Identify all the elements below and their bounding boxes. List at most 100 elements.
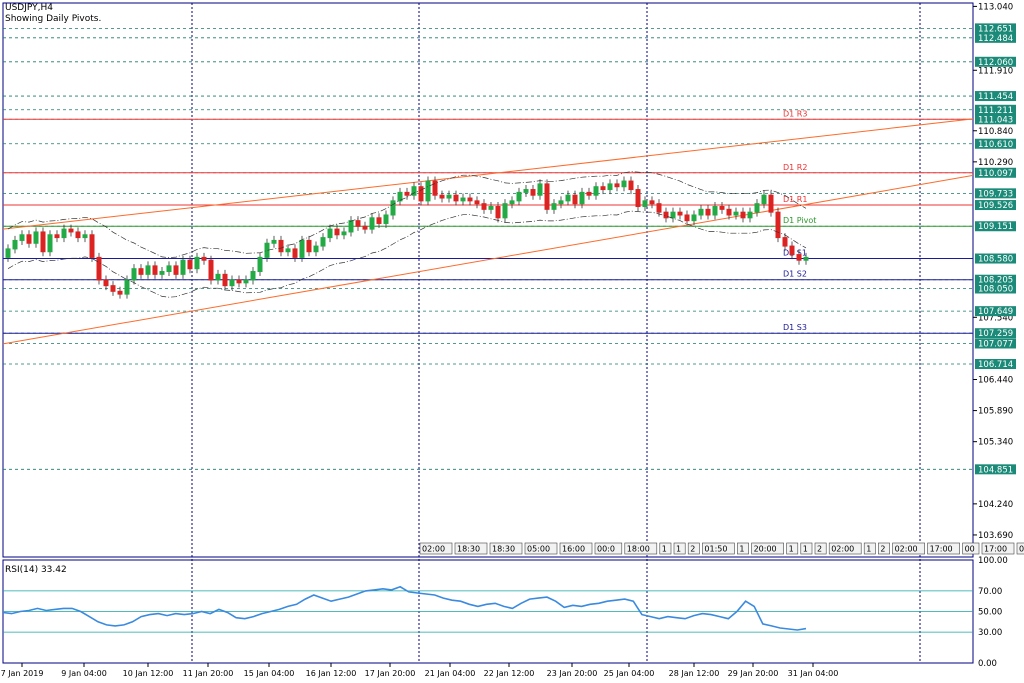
y-tick-label: 107.540	[978, 313, 1013, 323]
candle-body	[250, 271, 256, 281]
candle-body	[33, 231, 39, 244]
candle-body	[418, 186, 424, 202]
x-tick-label: 23 Jan 20:00	[547, 669, 598, 678]
price-tag-box	[975, 464, 1016, 475]
candle-body	[194, 256, 200, 270]
candle-body	[537, 183, 543, 196]
candle-body	[670, 211, 676, 219]
candle-body	[124, 279, 130, 295]
candle-body	[82, 234, 88, 239]
candle-body	[397, 191, 403, 202]
price-tag-label: 111.043	[978, 115, 1013, 125]
time-marker-label: 20:00	[754, 545, 777, 554]
x-tick-label: 15 Jan 04:00	[244, 669, 295, 678]
candle-body	[628, 180, 634, 191]
chart-header: USDJPY,H4 Showing Daily Pivots.	[5, 3, 101, 25]
time-marker-box	[454, 542, 488, 555]
time-marker-label: 2	[880, 545, 885, 554]
time-marker-label: 05:00	[527, 545, 550, 554]
price-tag-label: 112.060	[978, 58, 1013, 68]
time-marker-box	[878, 542, 890, 555]
candle-body	[26, 234, 32, 244]
candle-body	[47, 234, 53, 253]
candle-body	[488, 206, 494, 210]
candle-body	[754, 203, 760, 213]
x-tick-label: 16 Jan 12:00	[306, 669, 357, 678]
candle-body	[75, 231, 81, 239]
pivot-label: D1 S3	[783, 323, 807, 332]
pivot-label: D1 R3	[783, 109, 807, 118]
price-tag-box	[975, 328, 1016, 339]
x-tick-label: 21 Jan 04:00	[425, 669, 476, 678]
time-marker-label: 1	[676, 545, 681, 554]
time-marker-label: 1	[789, 545, 794, 554]
pivot-label: D1 R2	[783, 163, 807, 172]
candle-body	[152, 265, 158, 275]
time-marker-label: 02:00	[831, 545, 854, 554]
y-tick-label: 110.290	[978, 158, 1013, 168]
price-tag-box	[975, 221, 1016, 232]
candle-body	[278, 239, 284, 253]
candle-body	[292, 248, 298, 258]
time-marker-label: 1	[866, 545, 871, 554]
y-tick-label: 105.890	[978, 407, 1013, 417]
time-marker-box	[981, 542, 1015, 555]
candle-body	[453, 194, 459, 202]
candle-body	[761, 194, 767, 205]
price-tag-label: 111.454	[978, 92, 1013, 102]
time-marker-box	[702, 542, 735, 555]
candle-body	[404, 191, 410, 196]
y-tick-label: 106.440	[978, 375, 1013, 385]
candle-body	[649, 200, 655, 205]
candle-body	[446, 194, 452, 199]
candle-body	[607, 183, 613, 191]
price-tag-label: 110.097	[978, 169, 1013, 179]
candle-body	[516, 191, 522, 202]
upper-trend-line	[2, 118, 974, 230]
candle-body	[229, 279, 235, 287]
time-marker-box	[559, 542, 593, 555]
candle-body	[376, 217, 382, 224]
candle-body	[565, 194, 571, 202]
candle-body	[705, 208, 711, 216]
candle-body	[68, 228, 74, 233]
candle-body	[523, 189, 529, 193]
envelope-lower	[7, 210, 807, 298]
price-tag-box	[975, 188, 1016, 199]
candle-body	[481, 203, 487, 210]
candle-body	[138, 268, 144, 275]
time-marker-box	[786, 542, 799, 555]
time-marker-box	[737, 542, 749, 555]
price-tag-box	[975, 338, 1016, 349]
candle-body	[530, 189, 536, 196]
x-tick-label: 7 Jan 2019	[1, 669, 44, 678]
price-tag-box	[975, 306, 1016, 317]
candle-body	[131, 268, 137, 281]
x-tick-label: 31 Jan 04:00	[788, 669, 839, 678]
candle-body	[145, 265, 151, 275]
candle-body	[355, 220, 361, 227]
price-tag-box	[975, 200, 1016, 211]
candle-body	[600, 186, 606, 191]
candle-body	[586, 191, 592, 196]
candle-body	[579, 191, 585, 205]
candle-body	[432, 180, 438, 196]
x-tick-label: 10 Jan 12:00	[123, 669, 174, 678]
candle-body	[663, 211, 669, 219]
y-tick-label: 105.340	[978, 438, 1013, 448]
time-marker-label: 17:00	[930, 545, 953, 554]
candle-body	[96, 256, 102, 281]
time-marker-box	[800, 542, 813, 555]
candle-body	[551, 203, 557, 210]
candle-body	[572, 194, 578, 205]
price-tag-label: 112.651	[978, 24, 1013, 34]
candle-body	[215, 273, 221, 281]
candle-body	[509, 200, 515, 205]
candle-body	[369, 217, 375, 230]
price-tag-label: 109.733	[978, 189, 1013, 199]
time-marker-box	[624, 542, 658, 555]
price-tag-box	[975, 56, 1016, 67]
time-marker-box	[927, 542, 960, 555]
price-tag-label: 112.484	[978, 34, 1013, 44]
